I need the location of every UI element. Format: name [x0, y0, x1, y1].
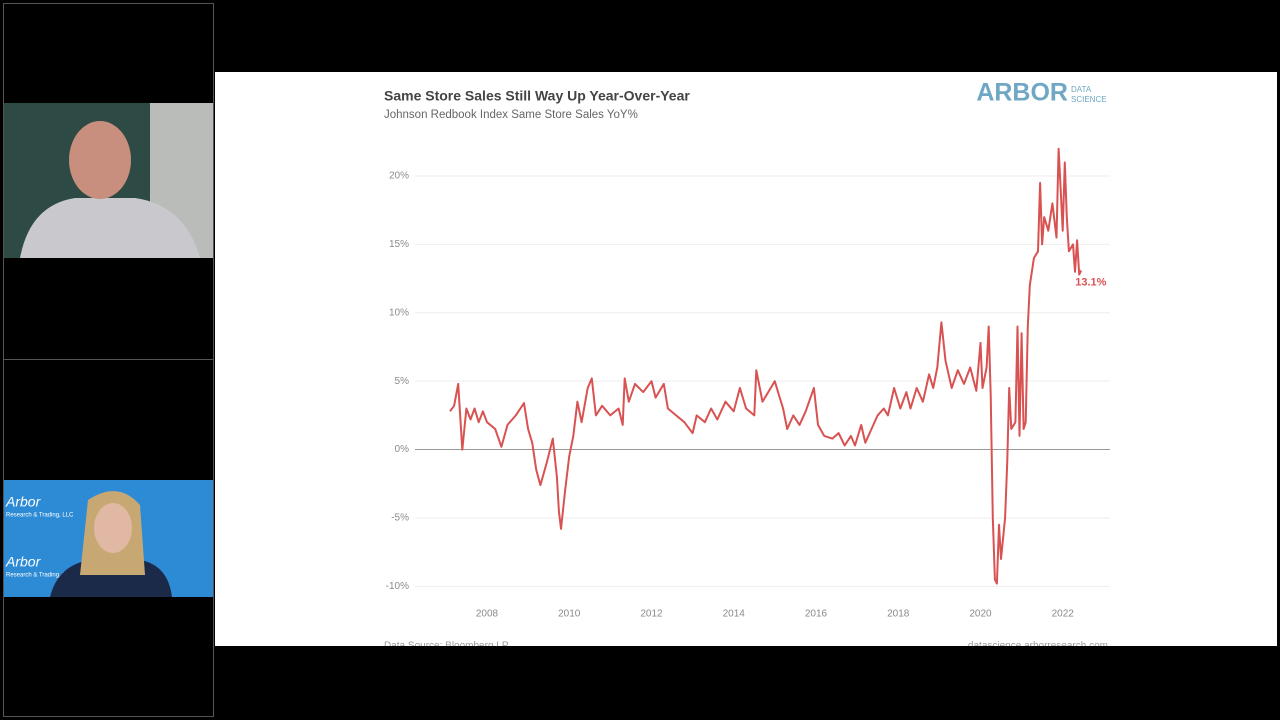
chart-subtitle: Johnson Redbook Index Same Store Sales Y…	[384, 109, 638, 121]
x-tick-label: 2012	[640, 609, 663, 620]
y-tick-label: -5%	[391, 513, 409, 524]
x-tick-label: 2020	[969, 609, 992, 620]
logo-sub: DATA	[1071, 85, 1092, 94]
background-logo: Research & Trading, LLC	[6, 573, 74, 579]
y-tick-label: 5%	[395, 376, 410, 387]
y-tick-label: 20%	[389, 171, 409, 182]
y-tick-label: 15%	[389, 239, 409, 250]
x-tick-label: 2022	[1052, 609, 1075, 620]
y-tick-label: 10%	[389, 307, 409, 318]
x-tick-label: 2010	[558, 609, 581, 620]
video-tile[interactable]: Arbor Research & Trading, LLC Arbor Rese…	[4, 480, 213, 597]
shirt	[20, 198, 200, 258]
background-logo: Arbor	[5, 554, 42, 570]
video-tile[interactable]	[4, 103, 213, 258]
x-tick-label: 2014	[723, 609, 746, 620]
slide-background	[215, 72, 1277, 646]
x-tick-label: 2008	[476, 609, 499, 620]
value-label: 13.1%	[1075, 276, 1106, 288]
y-tick-label: 0%	[395, 444, 410, 455]
background-logo: Research & Trading, LLC	[6, 513, 74, 519]
y-tick-label: -10%	[386, 581, 409, 592]
x-tick-label: 2018	[887, 609, 910, 620]
slide: Same Store Sales Still Way Up Year-Over-…	[215, 72, 1277, 652]
face	[94, 503, 132, 553]
website: datascience.arborresearch.com	[968, 641, 1108, 652]
background-logo: Arbor	[5, 494, 42, 510]
x-tick-label: 2016	[805, 609, 828, 620]
tile-frame	[3, 359, 214, 717]
logo-sub: SCIENCE	[1071, 95, 1107, 104]
face	[69, 121, 131, 199]
chart-title: Same Store Sales Still Way Up Year-Over-…	[384, 88, 690, 104]
logo: ARBOR	[976, 79, 1068, 107]
source: Data Source: Bloomberg LP	[384, 641, 509, 652]
line	[449, 147, 1083, 585]
